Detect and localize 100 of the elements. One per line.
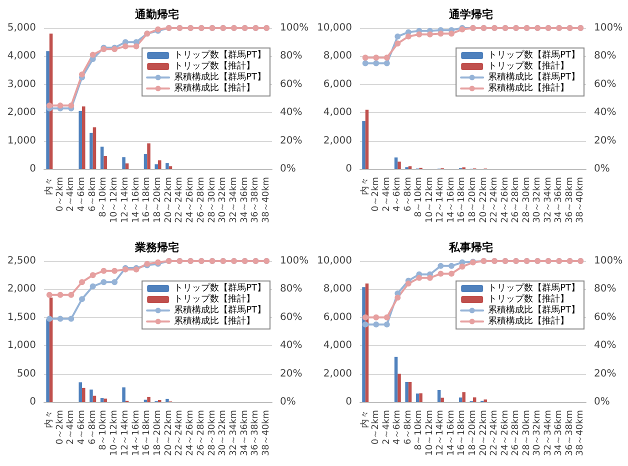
y2-tick-label: 100%	[594, 256, 623, 266]
x-tick-label: 26～28km	[196, 177, 206, 223]
point	[122, 43, 128, 50]
x-tick-label: 32～34km	[543, 410, 554, 456]
x-tick-label: 34～36km	[554, 410, 564, 456]
legend-label: 累積構成比【群馬PT】	[488, 304, 580, 316]
bar	[147, 396, 150, 402]
point	[405, 280, 412, 287]
point	[373, 314, 380, 320]
y2-tick-label: 80%	[280, 284, 302, 295]
y2-tick-label: 20%	[594, 135, 616, 146]
x-tick-label: 22～24km	[174, 410, 185, 456]
point	[405, 33, 412, 40]
y-tick-label: 0	[30, 164, 36, 174]
x-tick-label: 18～20km	[468, 177, 478, 223]
x-tick-label: 8～10km	[414, 410, 424, 450]
y-tick-label: 0	[346, 396, 352, 408]
bar	[90, 390, 93, 402]
point	[57, 102, 64, 109]
chart-title: 通勤帰宅	[134, 8, 179, 21]
x-tick-label: 16～18km	[142, 410, 152, 456]
bar	[82, 106, 86, 169]
x-tick-label: 2～4km	[66, 177, 76, 212]
chart-title: 業務帰宅	[134, 241, 179, 254]
legend-label: 累積構成比【群馬PT】	[174, 304, 266, 316]
x-tick-label: 24～26km	[500, 410, 510, 456]
y2-tick-label: 60%	[594, 78, 616, 90]
bar	[166, 163, 169, 169]
x-tick-label: 10～12km	[424, 177, 435, 223]
legend-label: 累積構成比【推計】	[488, 82, 570, 94]
x-tick-label: 32～34km	[229, 177, 239, 223]
x-tick-label: 12～14km	[120, 177, 130, 223]
bar	[398, 374, 401, 402]
x-tick-label: 24～26km	[186, 177, 196, 223]
y2-tick-label: 40%	[280, 340, 302, 352]
x-tick-label: 34～36km	[240, 410, 250, 456]
point	[394, 33, 401, 40]
x-tick-label: 32～34km	[543, 177, 554, 223]
x-tick-label: 30～32km	[532, 410, 543, 456]
point	[90, 272, 96, 278]
point	[57, 292, 64, 298]
x-tick-label: 14～16km	[131, 410, 142, 456]
y-tick-label: 1,500	[7, 312, 36, 323]
y-tick-label: 2,000	[7, 107, 36, 118]
point	[373, 54, 380, 61]
bar	[90, 132, 93, 169]
x-tick-label: 16～18km	[457, 410, 468, 456]
point	[100, 279, 107, 286]
bar	[362, 287, 366, 402]
x-tick-label: 24～26km	[186, 410, 196, 456]
x-tick-label: 14～16km	[446, 410, 456, 456]
point	[384, 60, 390, 66]
legend-label: 累積構成比【群馬PT】	[174, 72, 266, 82]
point	[416, 274, 422, 281]
y2-tick-label: 80%	[280, 50, 302, 62]
y-tick-label: 5,000	[7, 22, 36, 34]
bar	[92, 127, 96, 169]
bar	[104, 398, 107, 402]
bar	[394, 157, 398, 169]
point	[57, 316, 64, 322]
x-tick-label: 32～34km	[229, 410, 239, 456]
x-tick-label: 12～14km	[436, 410, 446, 456]
legend-label: トリップ数【群馬PT】	[488, 50, 580, 60]
y-tick-label: 6,000	[323, 312, 352, 323]
point	[438, 30, 444, 37]
x-tick-label: 内々	[43, 177, 54, 195]
y-tick-label: 6,000	[323, 78, 352, 90]
point	[46, 292, 52, 298]
x-tick-label: 10～12km	[110, 177, 120, 223]
y-tick-label: 2,000	[323, 135, 352, 146]
x-tick-label: 4～6km	[77, 410, 87, 444]
x-tick-label: 28～30km	[522, 177, 532, 223]
bar	[144, 154, 148, 169]
bar	[484, 399, 487, 402]
y2-tick-label: 20%	[594, 368, 616, 380]
y-tick-label: 8,000	[323, 284, 352, 295]
legend-label: トリップ数【群馬PT】	[174, 282, 266, 294]
point	[112, 268, 118, 274]
y2-tick-label: 0%	[594, 396, 610, 408]
bar	[408, 166, 412, 169]
bar	[154, 164, 158, 169]
x-tick-label: 0～2km	[55, 177, 66, 212]
y-tick-label: 0	[30, 396, 36, 408]
x-tick-label: 20～22km	[478, 177, 489, 223]
bar	[122, 157, 126, 169]
point	[448, 270, 454, 277]
bar	[46, 51, 50, 169]
point	[448, 30, 454, 37]
point	[100, 268, 107, 274]
bar	[168, 166, 172, 169]
x-tick-label: 6～8km	[88, 410, 98, 444]
legend-label: トリップ数【推計】	[488, 60, 570, 72]
point	[362, 60, 368, 66]
bar	[394, 356, 398, 402]
x-tick-label: 22～24km	[174, 177, 185, 223]
point	[448, 262, 454, 269]
bar	[408, 382, 412, 402]
y-tick-label: 4,000	[323, 340, 352, 352]
point	[384, 314, 390, 320]
y2-tick-label: 60%	[280, 312, 302, 323]
